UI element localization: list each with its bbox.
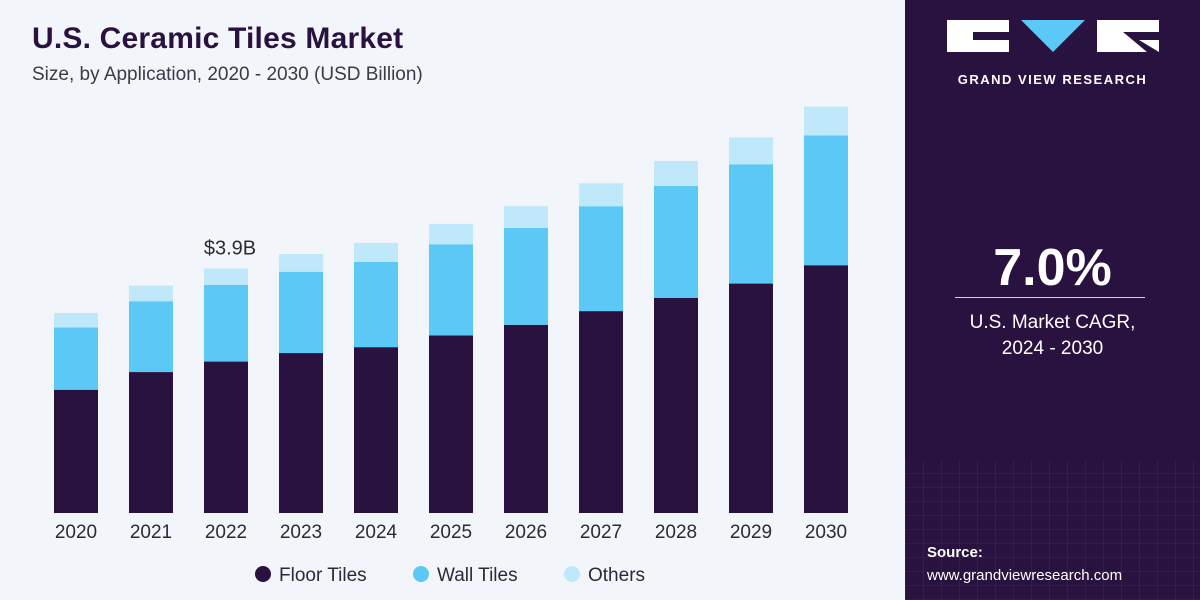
bar-wall-tiles-2021 xyxy=(129,301,173,373)
bar-wall-tiles-2022 xyxy=(204,284,248,362)
cagr-divider xyxy=(955,297,1145,298)
x-tick-label: 2029 xyxy=(730,522,772,543)
gvr-logo-icon xyxy=(946,20,1159,52)
legend-swatch-others xyxy=(564,566,580,582)
bar-floor-tiles-2026 xyxy=(504,324,548,513)
cagr-label-line2: 2024 - 2030 xyxy=(1001,338,1104,359)
bar-floor-tiles-2022 xyxy=(204,361,248,513)
bar-others-2022 xyxy=(204,268,248,285)
stacked-bar-chart: 2020 2021 2022 2023 2024 2025 2026 2027 2028 2029… xyxy=(54,106,848,586)
x-tick-label: 2024 xyxy=(355,522,398,543)
legend-label-wall-tiles: Wall Tiles xyxy=(437,565,518,586)
bar-floor-tiles-2027 xyxy=(579,311,623,513)
brand-logo xyxy=(905,16,1200,61)
chart-title: U.S. Ceramic Tiles Market xyxy=(32,22,404,55)
bar-others-2028 xyxy=(654,160,698,186)
bar-wall-tiles-2027 xyxy=(579,206,623,312)
x-tick-label: 2030 xyxy=(805,522,847,543)
bar-others-2030 xyxy=(804,106,848,136)
x-tick-label: 2028 xyxy=(655,522,697,543)
bar-floor-tiles-2025 xyxy=(429,335,473,513)
data-label-annotation: $3.9B xyxy=(204,237,256,259)
cagr-label-line1: U.S. Market CAGR, xyxy=(969,312,1136,333)
x-tick-label: 2026 xyxy=(505,522,547,543)
bar-wall-tiles-2029 xyxy=(729,164,773,284)
bar-others-2025 xyxy=(429,223,473,245)
x-tick-label: 2022 xyxy=(205,522,247,543)
bar-others-2021 xyxy=(129,285,173,302)
bar-wall-tiles-2023 xyxy=(279,271,323,354)
bar-floor-tiles-2024 xyxy=(354,347,398,513)
cagr-value: 7.0% xyxy=(993,239,1112,297)
bar-wall-tiles-2028 xyxy=(654,185,698,298)
bar-wall-tiles-2020 xyxy=(54,327,98,390)
source-url[interactable]: www.grandviewresearch.com xyxy=(927,567,1123,584)
bar-floor-tiles-2020 xyxy=(54,389,98,513)
legend-swatch-wall-tiles xyxy=(413,566,429,582)
bar-others-2026 xyxy=(504,206,548,228)
brand-name: GRAND VIEW RESEARCH xyxy=(957,72,1148,87)
source-label: Source: xyxy=(927,544,983,561)
bar-others-2023 xyxy=(279,254,323,272)
bar-others-2024 xyxy=(354,242,398,262)
x-tick-label: 2020 xyxy=(55,522,97,543)
legend-label-floor-tiles: Floor Tiles xyxy=(279,565,367,586)
cagr-label: U.S. Market CAGR, 2024 - 2030 xyxy=(905,310,1200,362)
legend-swatch-floor-tiles xyxy=(255,566,271,582)
x-tick-label: 2021 xyxy=(130,522,172,543)
bar-others-2029 xyxy=(729,137,773,165)
bar-others-2027 xyxy=(579,183,623,207)
chart-panel: U.S. Ceramic Tiles Market Size, by Appli… xyxy=(32,22,848,586)
chart-subtitle: Size, by Application, 2020 - 2030 (USD B… xyxy=(32,64,423,85)
x-tick-label: 2027 xyxy=(580,522,622,543)
bar-floor-tiles-2030 xyxy=(804,265,848,513)
x-tick-label: 2025 xyxy=(430,522,472,543)
bar-others-2020 xyxy=(54,313,98,328)
bar-floor-tiles-2028 xyxy=(654,297,698,513)
bar-wall-tiles-2030 xyxy=(804,135,848,266)
side-panel: GRAND VIEW RESEARCH 7.0% U.S. Market CAG… xyxy=(905,0,1200,600)
bar-floor-tiles-2021 xyxy=(129,372,173,513)
bar-floor-tiles-2023 xyxy=(279,353,323,513)
x-tick-label: 2023 xyxy=(280,522,322,543)
bar-wall-tiles-2026 xyxy=(504,227,548,325)
legend-label-others: Others xyxy=(588,565,645,586)
bar-floor-tiles-2029 xyxy=(729,283,773,513)
bar-wall-tiles-2024 xyxy=(354,261,398,348)
bar-wall-tiles-2025 xyxy=(429,244,473,336)
